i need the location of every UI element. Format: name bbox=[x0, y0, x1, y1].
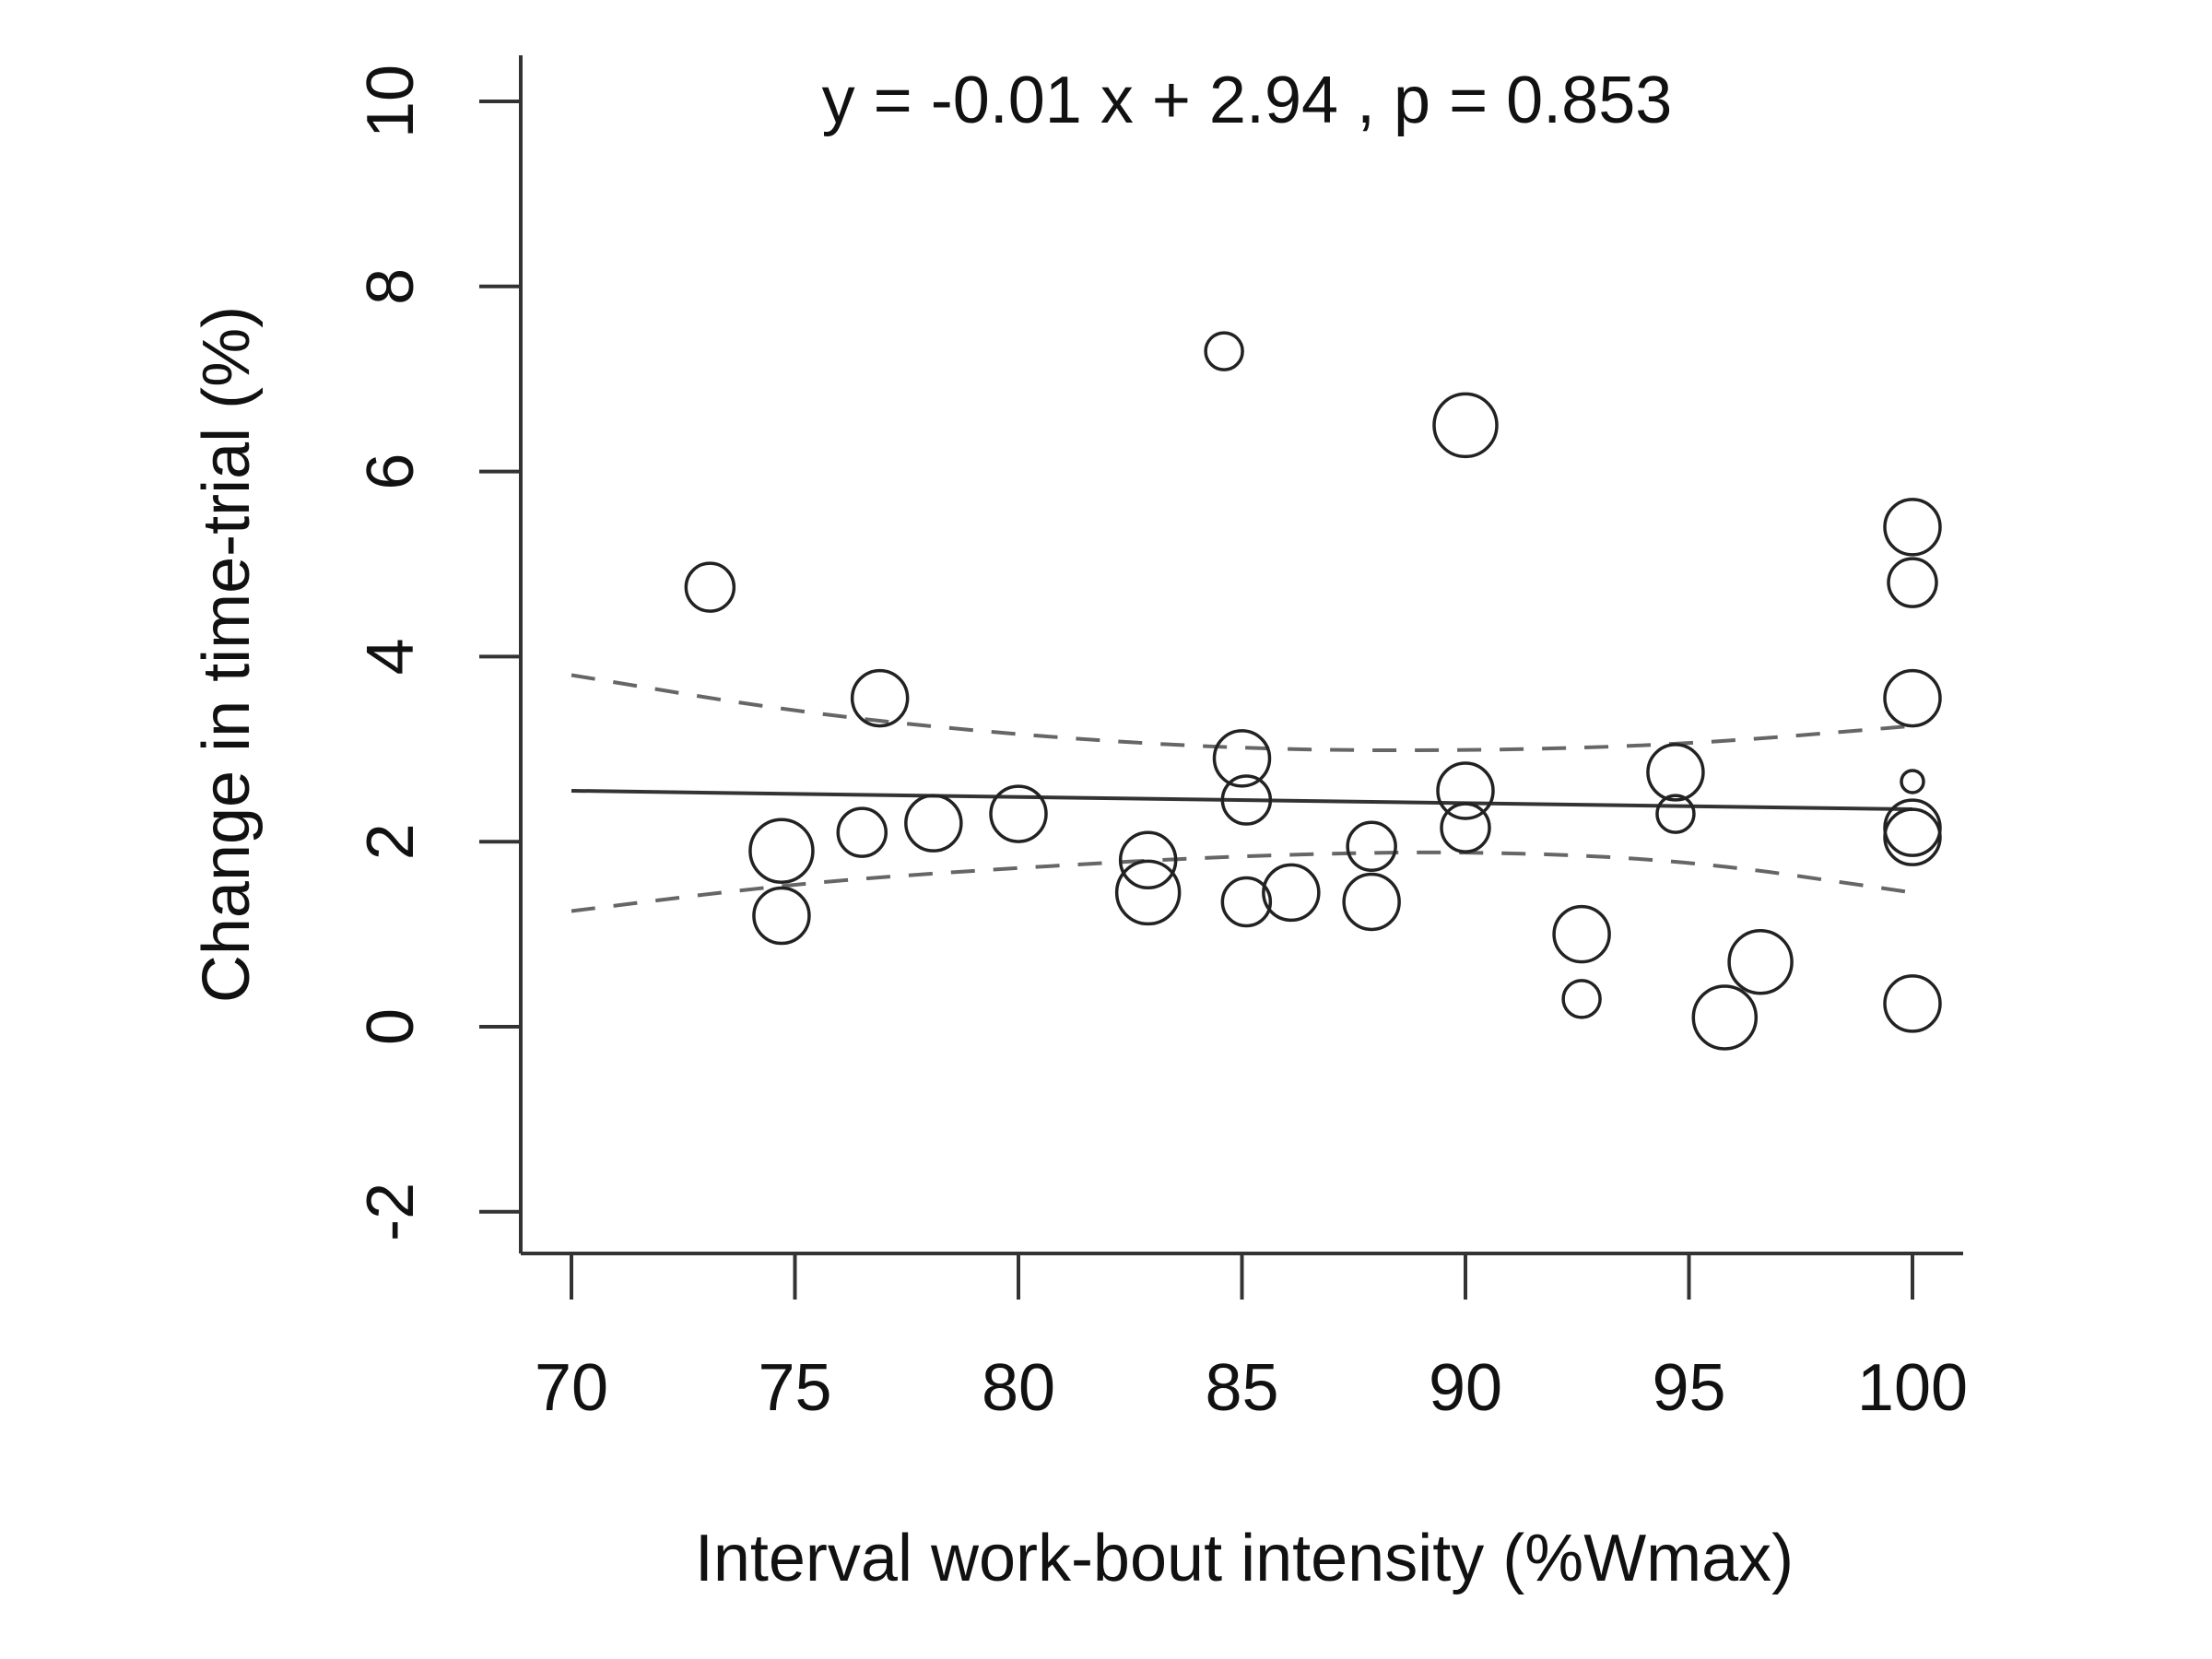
data-point bbox=[1346, 820, 1397, 872]
ci-lower-line bbox=[571, 850, 1913, 913]
data-point bbox=[1883, 974, 1942, 1033]
data-point bbox=[836, 806, 888, 858]
data-point bbox=[752, 886, 811, 946]
x-tick-label: 85 bbox=[1205, 1351, 1278, 1425]
data-point bbox=[1883, 498, 1942, 557]
data-point bbox=[989, 784, 1048, 843]
data-point bbox=[684, 561, 736, 613]
data-point bbox=[1342, 872, 1401, 932]
x-tick-label: 95 bbox=[1652, 1351, 1725, 1425]
data-point bbox=[1220, 876, 1273, 928]
data-point bbox=[1220, 774, 1273, 826]
y-tick-label: 8 bbox=[354, 268, 428, 305]
y-axis-title: Change in time-trial (%) bbox=[190, 306, 264, 1003]
data-point bbox=[1204, 331, 1244, 371]
data-point bbox=[850, 668, 910, 728]
ci-upper-line bbox=[571, 673, 1913, 753]
x-tick-label: 75 bbox=[758, 1351, 831, 1425]
y-tick-label: 6 bbox=[354, 453, 428, 490]
confidence-band bbox=[571, 673, 1913, 913]
data-point bbox=[904, 794, 963, 853]
x-tick-label: 70 bbox=[535, 1351, 608, 1425]
data-point bbox=[1646, 743, 1705, 802]
x-axis-title: Interval work-bout intensity (%Wmax) bbox=[695, 1522, 1794, 1595]
x-tick-label: 80 bbox=[982, 1351, 1055, 1425]
data-point bbox=[748, 818, 815, 884]
regression-line bbox=[571, 788, 1913, 812]
y-tick-label: 10 bbox=[354, 65, 428, 138]
regression-equation: y = -0.01 x + 2.94 , p = 0.853 bbox=[822, 64, 1673, 137]
data-point bbox=[1262, 863, 1321, 923]
data-point bbox=[1691, 984, 1759, 1051]
data-point bbox=[1883, 807, 1942, 866]
x-tick-label: 90 bbox=[1429, 1351, 1502, 1425]
y-tick-label: 0 bbox=[354, 1008, 428, 1045]
y-tick-label: 2 bbox=[354, 823, 428, 860]
data-point bbox=[1561, 979, 1602, 1019]
x-tick-label: 100 bbox=[1857, 1351, 1968, 1425]
axes: 70 75 80 85 90 95 100 -2 0 2 4 6 8 10 bbox=[354, 55, 1968, 1425]
data-point bbox=[1655, 794, 1696, 834]
data-point bbox=[1436, 761, 1495, 820]
y-tick-label: 4 bbox=[354, 638, 428, 675]
data-point bbox=[1887, 557, 1938, 608]
data-point bbox=[1114, 859, 1182, 926]
data-point bbox=[1727, 928, 1794, 995]
data-points bbox=[684, 331, 1942, 1051]
data-point bbox=[1118, 830, 1178, 890]
y-tick-label: -2 bbox=[354, 1182, 428, 1241]
data-point bbox=[1552, 904, 1611, 964]
fit-line-group bbox=[571, 788, 1913, 812]
data-point bbox=[1432, 392, 1499, 459]
data-point bbox=[1900, 769, 1925, 794]
data-point bbox=[1440, 802, 1491, 853]
data-point bbox=[1212, 729, 1272, 788]
data-point bbox=[1883, 668, 1942, 728]
